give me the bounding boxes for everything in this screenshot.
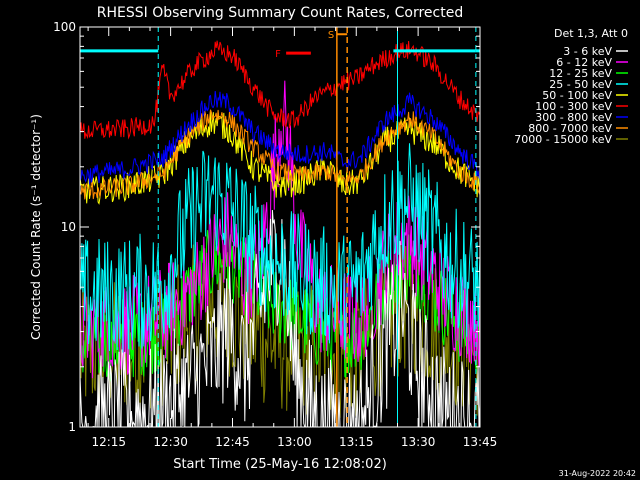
series-line-800-7000-kev (79, 109, 481, 200)
x-tick-label: 13:15 (339, 435, 374, 449)
x-tick-label: 12:30 (153, 435, 188, 449)
legend-label: 100 - 300 keV (535, 100, 612, 113)
y-tick-label: 1 (68, 420, 76, 434)
y-tick-label: 100 (53, 20, 76, 34)
x-axis-label: Start Time (25-May-16 12:08:02) (173, 457, 387, 472)
legend-label: 7000 - 15000 keV (514, 133, 612, 146)
y-tick-label: 10 (61, 220, 76, 234)
series-line-100-300-kev (79, 40, 481, 140)
legend-label: 12 - 25 keV (549, 67, 612, 80)
legend-label: 50 - 100 keV (542, 89, 612, 102)
legend-label: 300 - 800 keV (535, 111, 612, 124)
timestamp: 31-Aug-2022 20:42 (559, 469, 636, 478)
legend-title: Det 1,3, Att 0 (554, 27, 628, 40)
flare-label: F (275, 49, 281, 60)
legend-label: 6 - 12 keV (556, 56, 612, 69)
chart-title: RHESSI Observing Summary Count Rates, Co… (97, 5, 463, 21)
x-tick-label: 13:00 (277, 435, 312, 449)
series-line-25-50-kev (79, 143, 481, 353)
x-tick-label: 13:45 (463, 435, 498, 449)
saa-label: S (328, 30, 334, 41)
y-axis-label: Corrected Count Rate (s⁻¹ detector⁻¹) (29, 114, 43, 340)
x-axis: 12:15 12:30 12:45 13:00 13:15 13:30 13:45 (87, 27, 498, 449)
x-tick-label: 12:45 (215, 435, 250, 449)
x-tick-label: 13:30 (401, 435, 436, 449)
x-tick-label: 12:15 (91, 435, 126, 449)
legend-label: 25 - 50 keV (549, 78, 612, 91)
legend-label: 800 - 7000 keV (528, 122, 612, 135)
series-line-6-12-kev (79, 80, 481, 379)
series-line-300-800-kev (79, 90, 481, 185)
y-axis: 1 10 100 (53, 20, 480, 434)
legend-label: 3 - 6 keV (563, 45, 612, 58)
